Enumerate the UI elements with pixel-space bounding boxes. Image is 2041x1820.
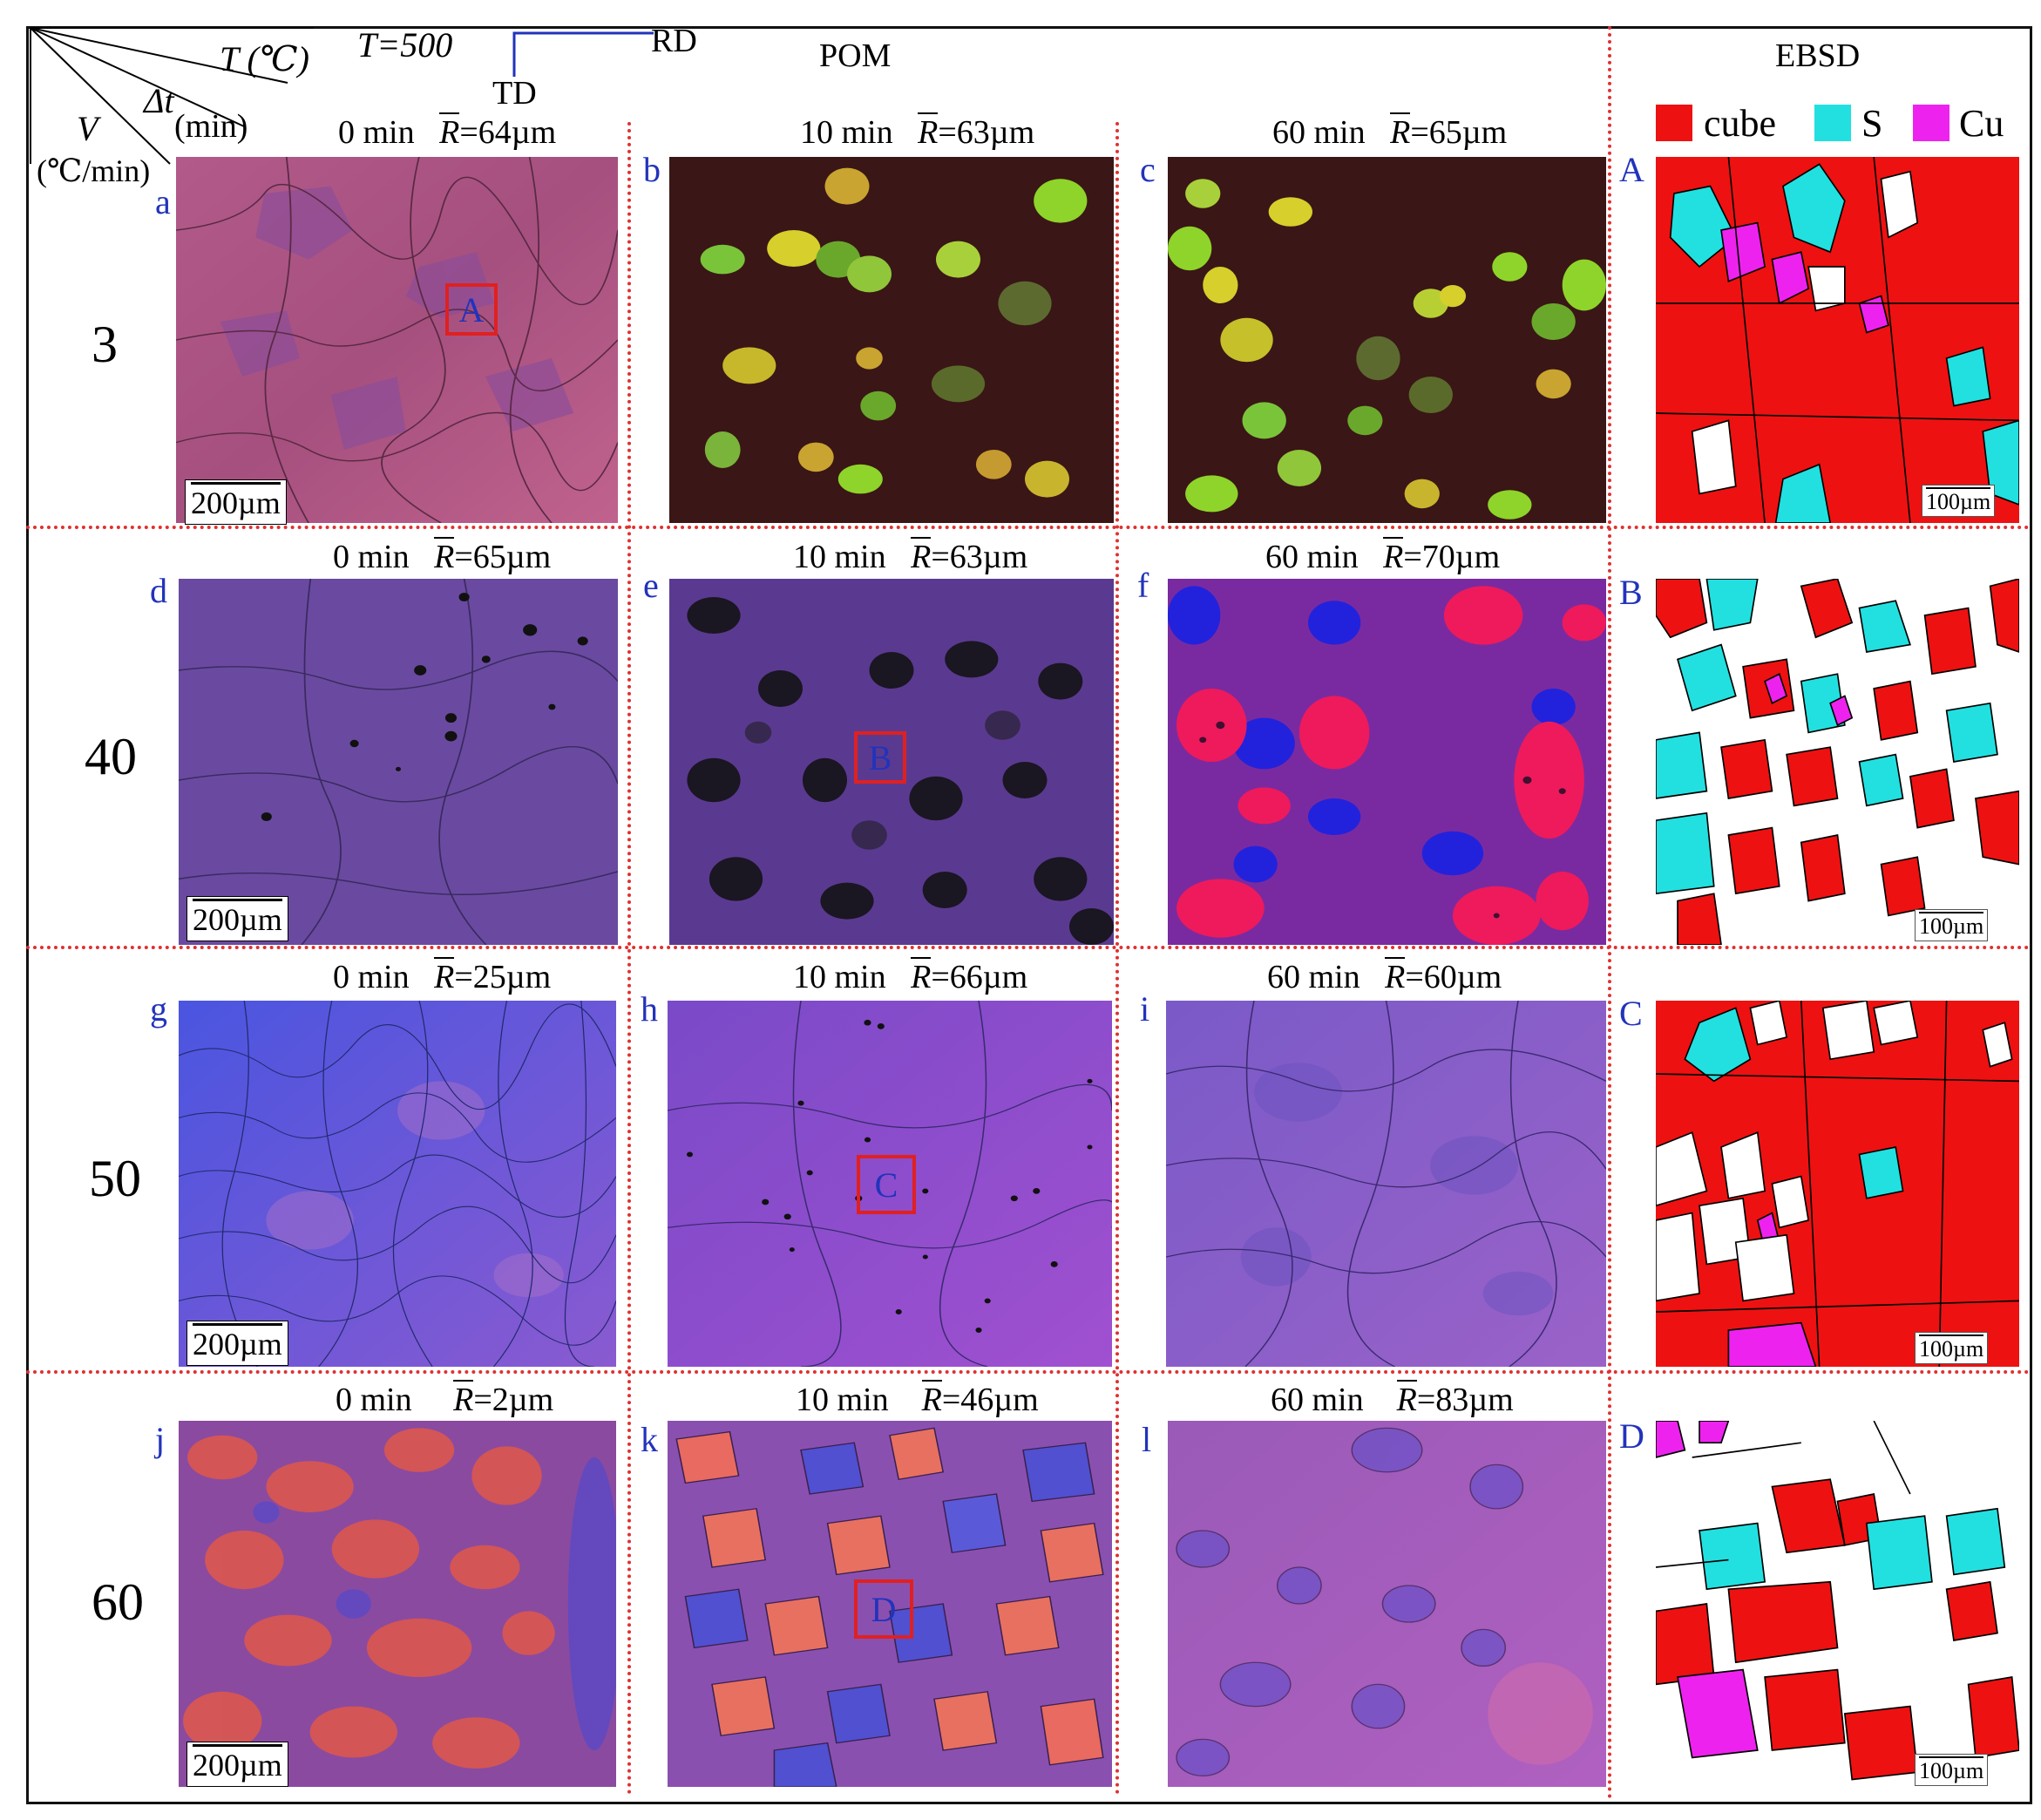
ebsd-map-C: [1656, 1001, 2019, 1367]
roi-box-a: A: [445, 283, 498, 336]
ebsd-id-A: A: [1619, 150, 1644, 189]
separator-col-3: [1608, 26, 1611, 1800]
td-label: TD: [492, 75, 537, 112]
ebsd-scale-bar-B: 100µm: [1915, 909, 1989, 941]
micrograph-l: [1168, 1421, 1606, 1787]
roi-box-c: C: [857, 1155, 916, 1214]
panel-id-b: b: [643, 150, 661, 189]
panel-id-d: d: [150, 571, 167, 610]
caption-f: 60 min R=70µm: [1265, 537, 1501, 575]
ebsd-scale-bar-A: 100µm: [1922, 485, 1996, 517]
micrograph-k: [668, 1421, 1112, 1787]
separator-row-2: [26, 946, 2031, 949]
panel-id-f: f: [1137, 566, 1149, 605]
roi-box-d: D: [854, 1579, 913, 1639]
ebsd-header: EBSD: [1775, 37, 1861, 74]
ebsd-id-B: B: [1619, 573, 1643, 612]
ebsd-scale-bar-D: 100µm: [1915, 1754, 1989, 1786]
caption-c: 60 min R=65µm: [1272, 112, 1508, 151]
legend-swatch-cu: [1913, 105, 1949, 141]
separator-row-3: [26, 1370, 2031, 1374]
caption-h: 10 min R=66µm: [793, 957, 1028, 995]
panel-id-e: e: [643, 566, 659, 605]
header-diagonal-lines: [30, 27, 314, 165]
caption-k: 10 min R=46µm: [796, 1380, 1039, 1418]
rd-label: RD: [651, 23, 697, 59]
separator-col-2: [1115, 122, 1119, 1796]
rate-axis-label: V: [77, 109, 98, 148]
micrograph-h: [668, 1001, 1112, 1367]
ebsd-scale-bar-C: 100µm: [1915, 1332, 1989, 1364]
scale-bar-g: 200µm: [186, 1321, 288, 1366]
caption-l: 60 min R=83µm: [1271, 1380, 1514, 1418]
row-label-rate-60: 60: [92, 1573, 144, 1631]
orientation-axes: [512, 31, 654, 77]
panel-id-j: j: [155, 1420, 166, 1459]
row-label-rate-3: 3: [92, 316, 118, 373]
rate-axis-unit: (℃/min): [37, 153, 151, 188]
legend-label-cube: cube: [1704, 102, 1777, 145]
time-axis-label: Δt: [144, 81, 174, 120]
legend-swatch-s: [1814, 105, 1851, 141]
caption-a: 0 min R=64µm: [338, 112, 557, 151]
legend-label-cu: Cu: [1959, 102, 2004, 145]
panel-id-c: c: [1140, 150, 1156, 189]
caption-i: 60 min R=60µm: [1267, 957, 1502, 995]
separator-row-1: [26, 526, 2031, 529]
micrograph-f: [1168, 579, 1606, 945]
caption-j: 0 min R=2µm: [336, 1380, 554, 1418]
caption-d: 0 min R=65µm: [333, 537, 552, 575]
ebsd-id-C: C: [1619, 994, 1643, 1033]
scale-bar-a: 200µm: [185, 479, 287, 525]
scale-bar-j: 200µm: [186, 1742, 288, 1787]
figure-frame: [26, 26, 2032, 1804]
caption-e: 10 min R=63µm: [793, 537, 1028, 575]
ebsd-map-B: [1656, 579, 2019, 945]
caption-g: 0 min R=25µm: [333, 957, 552, 995]
legend-swatch-cube: [1656, 105, 1692, 141]
panel-id-a: a: [155, 182, 171, 221]
panel-id-g: g: [150, 989, 167, 1029]
micrograph-c: [1168, 157, 1606, 523]
temperature-value: T=500: [357, 25, 453, 65]
micrograph-a: [176, 157, 618, 523]
panel-id-l: l: [1142, 1420, 1152, 1459]
panel-id-h: h: [641, 989, 658, 1029]
micrograph-e: [669, 579, 1114, 945]
panel-id-k: k: [641, 1420, 658, 1459]
scale-bar-d: 200µm: [186, 896, 288, 941]
panel-id-i: i: [1140, 989, 1150, 1029]
separator-col-1: [627, 122, 631, 1796]
ebsd-id-D: D: [1619, 1416, 1644, 1456]
ebsd-map-A: [1656, 157, 2019, 523]
legend-label-s: S: [1861, 102, 1883, 145]
micrograph-g: [179, 1001, 616, 1367]
time-axis-unit: (min): [174, 108, 248, 145]
roi-box-b: B: [854, 731, 906, 784]
pom-header: POM: [819, 37, 892, 74]
row-label-rate-50: 50: [89, 1150, 141, 1207]
micrograph-i: [1166, 1001, 1606, 1367]
row-label-rate-40: 40: [85, 728, 137, 785]
micrograph-d: [179, 579, 618, 945]
micrograph-j: [179, 1421, 616, 1787]
micrograph-b: [669, 157, 1114, 523]
ebsd-map-D: [1656, 1421, 2019, 1787]
temperature-axis-label: T (℃): [220, 39, 309, 78]
caption-b: 10 min R=63µm: [800, 112, 1035, 151]
